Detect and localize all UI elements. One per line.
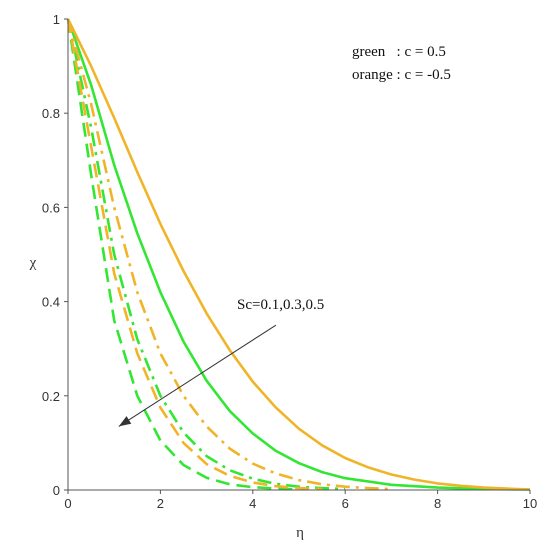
x-tick-label: 8 bbox=[434, 496, 441, 511]
tick-labels: 0 2 4 6 8 10 0 0.2 0.4 0.6 0.8 1 bbox=[42, 12, 537, 511]
axes bbox=[64, 18, 531, 494]
annotation: Sc=0.1,0.3,0.5 bbox=[118, 297, 324, 427]
series-lines bbox=[66, 18, 531, 491]
legend-entry-green: green : c = 0.5 bbox=[352, 44, 446, 60]
legend: green : c = 0.5 orange : c = -0.5 bbox=[352, 44, 451, 83]
series-line-green-dashdot bbox=[66, 18, 346, 491]
annotation-label: Sc=0.1,0.3,0.5 bbox=[237, 297, 324, 313]
annotation-arrowhead bbox=[118, 416, 132, 427]
annotation-arrow bbox=[118, 324, 277, 427]
series-line-green-dash bbox=[66, 18, 300, 491]
y-axis-label: χ bbox=[29, 255, 37, 271]
x-axis-label: η bbox=[296, 525, 304, 541]
series-line-orange-dash bbox=[66, 18, 323, 491]
legend-entry-orange: orange : c = -0.5 bbox=[352, 67, 451, 83]
y-tick-label: 0 bbox=[53, 483, 60, 498]
y-tick-label: 0.2 bbox=[42, 389, 60, 404]
y-tick-label: 0.4 bbox=[42, 295, 60, 310]
x-tick-label: 10 bbox=[523, 496, 537, 511]
series-line-orange-dashdot bbox=[66, 18, 392, 491]
x-tick-label: 6 bbox=[342, 496, 349, 511]
x-tick-label: 0 bbox=[64, 496, 71, 511]
series-line-orange-solid bbox=[66, 18, 531, 491]
series-line-green-solid bbox=[66, 18, 531, 491]
x-tick-label: 2 bbox=[157, 496, 164, 511]
y-tick-label: 0.8 bbox=[42, 106, 60, 121]
y-tick-label: 0.6 bbox=[42, 200, 60, 215]
y-tick-label: 1 bbox=[53, 12, 60, 27]
x-tick-label: 4 bbox=[249, 496, 256, 511]
